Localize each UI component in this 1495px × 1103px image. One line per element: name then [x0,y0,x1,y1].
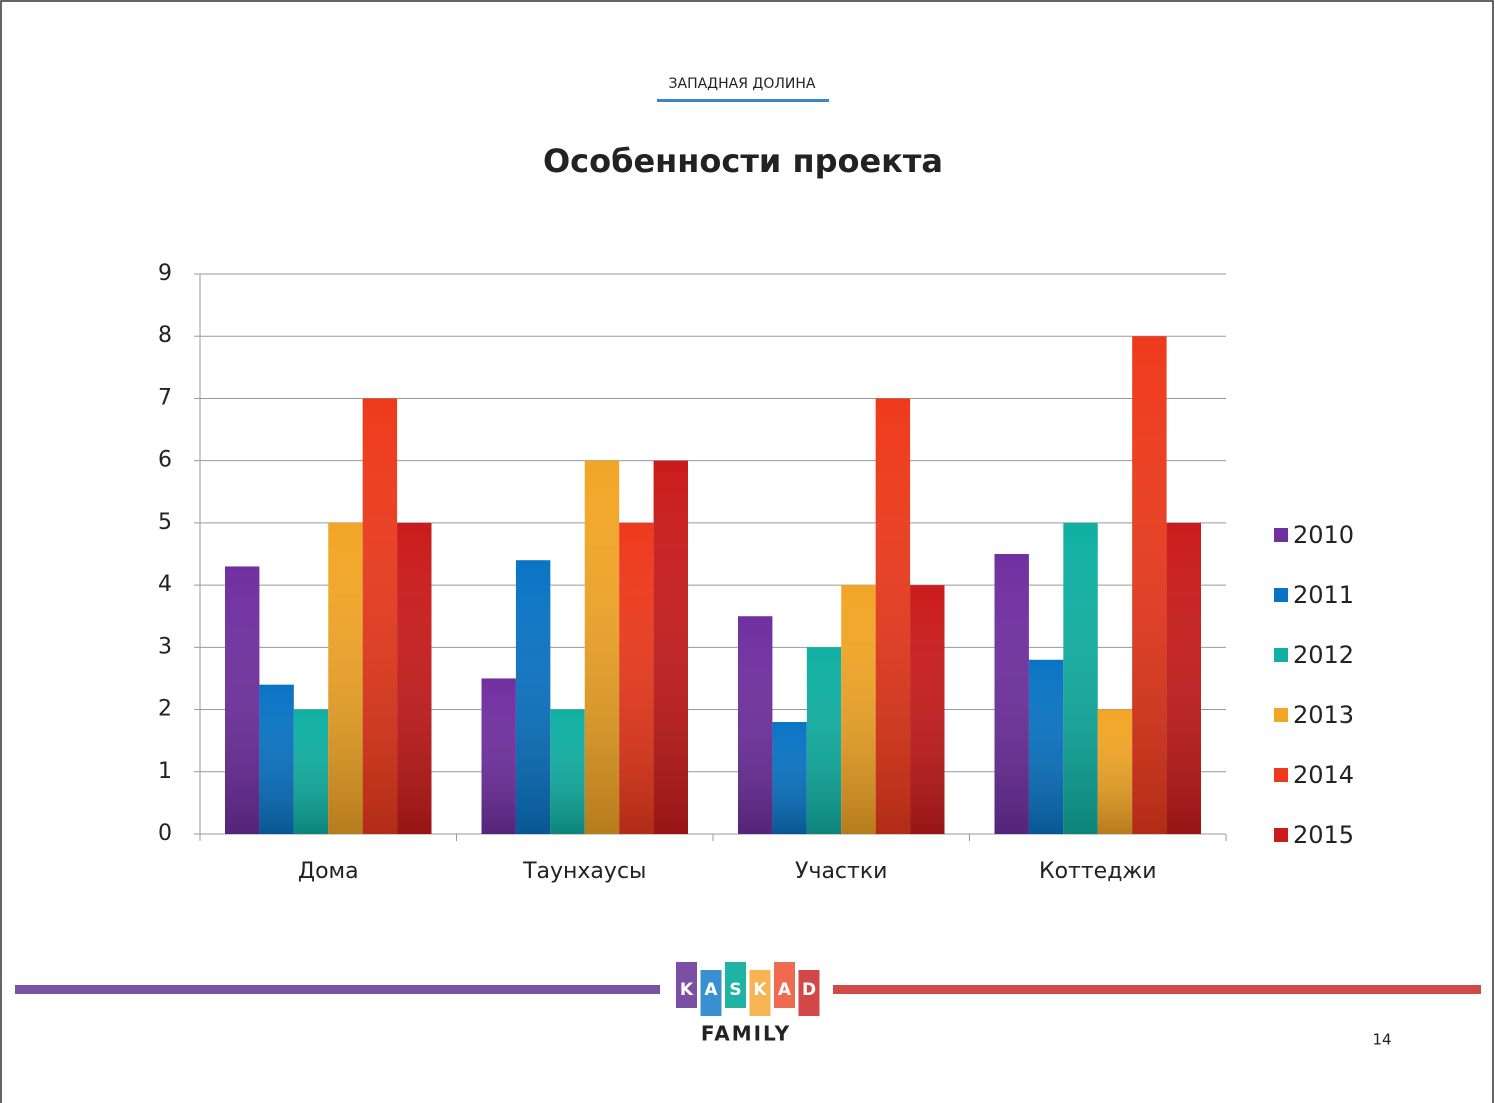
bar-shade [397,522,432,834]
bar-shade [806,647,842,834]
bar-shade [259,684,294,834]
legend-label: 2013 [1293,701,1354,729]
legend-swatch [1274,648,1288,662]
bar-shade [1166,522,1201,834]
logo-tile [676,962,697,1008]
y-tick-label: 8 [158,323,172,348]
legend-label: 2011 [1293,581,1354,609]
footer-bar-right [833,985,1481,994]
bar-shade [584,460,620,834]
legend-label: 2014 [1293,761,1354,789]
bar-shade [1097,709,1133,834]
x-tick-label: Участки [795,859,887,884]
y-tick-label: 4 [158,572,172,597]
legend-swatch [1274,528,1288,542]
logo-subtitle: FAMILY [701,1022,791,1046]
bar-shade [515,560,551,834]
bar-shade [619,522,654,834]
y-tick-label: 5 [158,510,172,535]
logo-tile [749,970,771,1016]
y-tick-label: 3 [158,634,172,659]
bar-shade [362,398,398,834]
x-tick-label: Таунхаусы [522,859,646,884]
bar-shade [481,678,516,834]
bar-shade [875,398,911,834]
bar-shade [1028,659,1064,834]
legend-swatch [1274,708,1288,722]
legend-label: 2015 [1293,821,1354,849]
y-tick-label: 0 [158,821,172,846]
bar-shade [1132,336,1167,834]
legend-swatch [1274,588,1288,602]
y-tick-label: 2 [158,697,172,722]
bar-shade [772,722,807,834]
legend-swatch [1274,828,1288,842]
logo-letter: A [778,980,792,1000]
y-tick-label: 6 [158,448,172,473]
y-tick-label: 7 [158,385,172,410]
x-tick-label: Дома [298,859,359,884]
bar-shade [738,616,773,834]
bar-shade [293,709,329,834]
logo-tile [798,970,820,1016]
x-tick-label: Коттеджи [1039,859,1157,884]
bar-shade [841,585,876,834]
header-underline [657,99,829,102]
bar-shade [225,566,260,834]
legend-label: 2010 [1293,521,1354,549]
logo-letter: A [704,980,718,1000]
chart-title: Особенности проекта [543,142,943,180]
bar-shade [910,585,945,834]
logo-letter: K [753,980,767,1000]
legend-label: 2012 [1293,641,1354,669]
bar-shade [994,554,1029,834]
legend-swatch [1274,768,1288,782]
y-tick-label: 1 [158,759,172,784]
y-tick-label: 9 [158,261,172,286]
header: ЗАПАДНАЯ ДОЛИНА [669,76,816,92]
logo-tile [725,962,746,1008]
bar-shade [550,709,585,834]
page-number: 14 [1372,1031,1391,1049]
logo-tile [774,962,795,1008]
logo-letter: K [680,980,694,1000]
bar-shade [653,460,688,834]
bar-shade [328,522,363,834]
footer-bar-left [15,985,660,994]
logo-letter: S [729,980,741,1000]
bar-shade [1063,522,1098,834]
logo-tile [700,970,722,1016]
logo-letter: D [802,980,816,1000]
